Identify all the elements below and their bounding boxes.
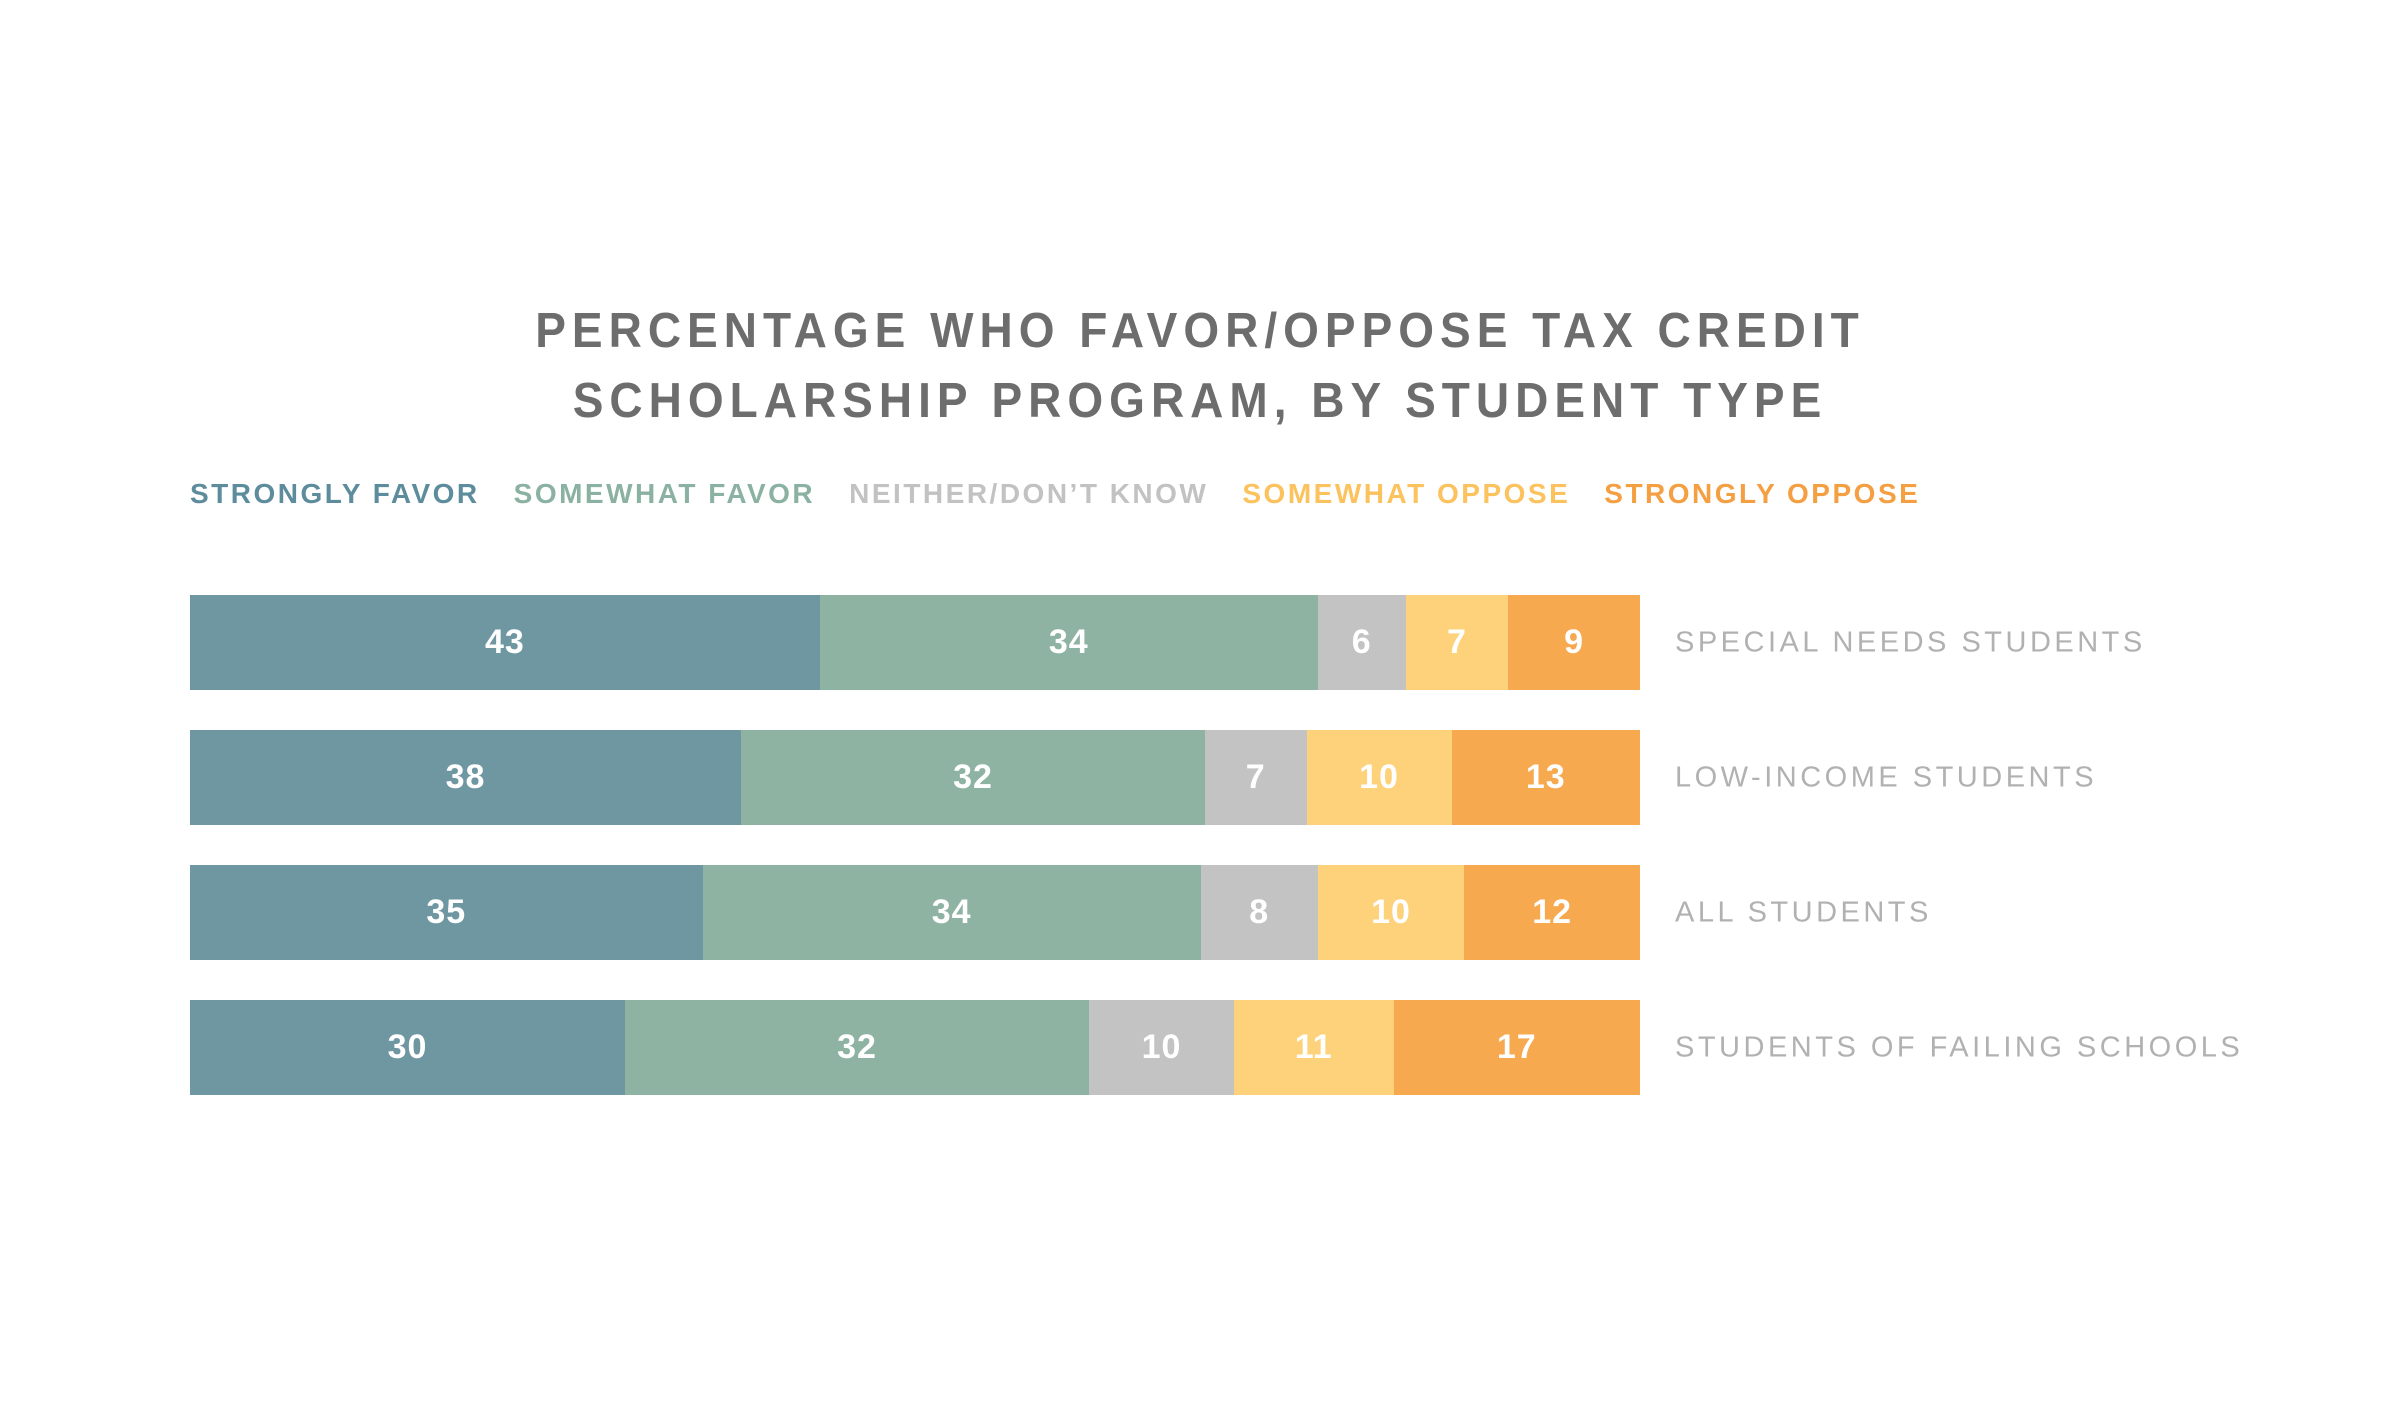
segment-value-label: 35 [426, 893, 467, 931]
bar-segment: 35 [190, 865, 703, 960]
bar-row: 35 34 8 10 12 ALL STUDENTS [190, 865, 1928, 960]
segment-value-label: 32 [837, 1028, 877, 1066]
bar-segment: 13 [1451, 730, 1640, 825]
bar-row: 43 34 6 7 9 SPECIAL NEEDS STUDENTS [190, 595, 2142, 690]
segment-value-label: 30 [387, 1028, 428, 1066]
bar-segment: 34 [819, 595, 1318, 690]
segment-value-label: 6 [1351, 623, 1372, 661]
chart-legend: STRONGLY FAVOR SOMEWHAT FAVOR NEITHER/DON’… [190, 478, 1920, 510]
bar-segment: 10 [1306, 730, 1452, 825]
bar-segment: 11 [1234, 1000, 1394, 1095]
segment-value-label: 38 [445, 758, 486, 796]
segment-value-label: 32 [953, 758, 993, 796]
segment-value-label: 13 [1525, 758, 1566, 796]
bar-segment: 17 [1393, 1000, 1640, 1095]
bar-segment: 12 [1464, 865, 1640, 960]
row-label: STUDENTS OF FAILING SCHOOLS [1675, 1031, 2244, 1063]
bar-segment: 7 [1205, 730, 1307, 825]
bar-segment: 10 [1089, 1000, 1234, 1095]
bar-segment: 32 [625, 1000, 1089, 1095]
bar-segment: 8 [1200, 865, 1318, 960]
legend-item-somewhat-favor: SOMEWHAT FAVOR [513, 478, 816, 509]
segment-value-label: 10 [1141, 1028, 1182, 1066]
chart-title-line-2: SCHOLARSHIP PROGRAM, BY STUDENT TYPE [572, 372, 1828, 428]
segment-value-label: 10 [1359, 758, 1399, 796]
row-label: SPECIAL NEEDS STUDENTS [1675, 626, 2146, 658]
bar-segment: 6 [1317, 595, 1406, 690]
stacked-bar-chart: 43 34 6 7 9 SPECIAL NEEDS STUDENTS 38 32 7 10 13 LO… [190, 595, 2240, 1135]
row-label: LOW-INCOME STUDENTS [1675, 761, 2098, 793]
bar-row: 38 32 7 10 13 LOW-INCOME STUDENTS [190, 730, 2094, 825]
segment-value-label: 17 [1496, 1028, 1537, 1066]
segment-value-label: 7 [1446, 623, 1467, 661]
bar-segment: 38 [190, 730, 741, 825]
segment-value-label: 9 [1564, 623, 1585, 661]
segment-value-label: 34 [931, 893, 972, 931]
row-label: ALL STUDENTS [1675, 896, 1932, 928]
bar-segment: 43 [190, 595, 820, 690]
bar-segment: 10 [1317, 865, 1465, 960]
bar-segment: 34 [702, 865, 1201, 960]
legend-item-somewhat-oppose: SOMEWHAT OPPOSE [1242, 478, 1571, 509]
legend-item-neither-don-t-know: NEITHER/DON’T KNOW [849, 478, 1209, 509]
segment-value-label: 10 [1371, 893, 1411, 931]
segment-value-label: 8 [1249, 893, 1270, 931]
segment-value-label: 12 [1532, 893, 1573, 931]
bar-segment: 7 [1405, 595, 1509, 690]
bar-segment: 32 [741, 730, 1205, 825]
chart-title-line-1: PERCENTAGE WHO FAVOR/OPPOSE TAX CREDIT [535, 302, 1865, 358]
legend-item-strongly-oppose: STRONGLY OPPOSE [1604, 478, 1921, 509]
bar-segment: 9 [1508, 595, 1640, 690]
bar-row: 30 32 10 11 17 STUDENTS OF FAILING SCHOOLS [190, 1000, 2240, 1095]
segment-value-label: 43 [484, 623, 525, 661]
segment-value-label: 7 [1245, 758, 1266, 796]
legend-item-strongly-favor: STRONGLY FAVOR [190, 478, 480, 509]
segment-value-label: 34 [1048, 623, 1089, 661]
bar-segment: 30 [190, 1000, 625, 1095]
chart-title: PERCENTAGE WHO FAVOR/OPPOSE TAX CREDIT S… [0, 295, 2400, 435]
segment-value-label: 11 [1294, 1028, 1333, 1066]
